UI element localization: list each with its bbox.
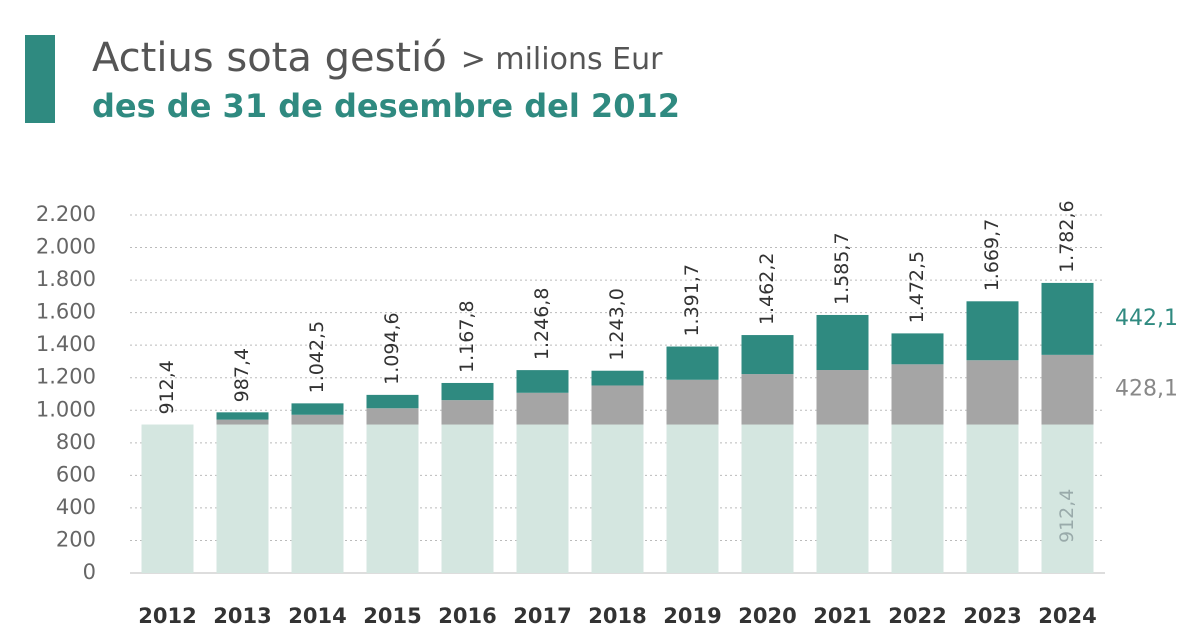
total-label: 1.094,6	[381, 312, 403, 385]
title-unit: > milions Eur	[461, 42, 663, 77]
value-label: 442,1	[1115, 306, 1178, 331]
y-tick-label: 2.000	[36, 235, 96, 259]
bar-segment	[441, 400, 494, 425]
x-tick-label: 2018	[588, 604, 646, 628]
x-tick-label: 2020	[738, 604, 796, 628]
bar-segment	[891, 364, 944, 425]
bar-segment	[816, 314, 869, 371]
x-tick-label: 2017	[513, 604, 571, 628]
bar-segment	[591, 370, 644, 386]
bar-segment	[216, 424, 269, 573]
y-tick-label: 2.200	[36, 202, 96, 226]
y-tick-label: 1.800	[36, 267, 96, 291]
x-tick-label: 2023	[963, 604, 1021, 628]
bar-segment	[291, 403, 344, 415]
x-tick-label: 2024	[1038, 604, 1096, 628]
y-tick-label: 1.200	[36, 365, 96, 389]
bar-segment	[441, 382, 494, 401]
bar-segment	[816, 370, 869, 425]
bar-segment	[666, 346, 719, 380]
y-tick-label: 600	[56, 462, 96, 486]
total-label: 987,4	[231, 348, 253, 402]
bar-segment	[591, 385, 644, 425]
bar-segment	[966, 360, 1019, 425]
x-tick-label: 2022	[888, 604, 946, 628]
y-tick-label: 200	[56, 527, 96, 551]
total-label: 1.243,0	[606, 288, 628, 361]
x-tick-label: 2013	[213, 604, 271, 628]
total-label: 1.042,5	[306, 321, 328, 394]
bar-segment	[216, 412, 269, 420]
bar-segment	[591, 424, 644, 573]
bar-segment	[216, 419, 269, 425]
y-tick-label: 1.000	[36, 397, 96, 421]
total-label: 1.167,8	[456, 300, 478, 373]
total-label: 1.391,7	[681, 264, 703, 337]
bar-segment	[141, 424, 194, 573]
bar-segment	[891, 424, 944, 573]
x-tick-label: 2014	[288, 604, 346, 628]
bar-segment	[741, 335, 794, 375]
bar-segment	[816, 424, 869, 573]
y-tick-label: 800	[56, 430, 96, 454]
bar-segment	[516, 392, 569, 425]
total-label: 1.669,7	[981, 219, 1003, 292]
bar-segment	[891, 333, 944, 365]
x-tick-label: 2012	[138, 604, 196, 628]
bar-segment	[441, 424, 494, 573]
title-main: Actius sota gestió	[92, 35, 447, 81]
total-label: 1.246,8	[531, 288, 553, 361]
bar-segment	[1041, 282, 1094, 355]
bar-segment	[516, 370, 569, 393]
y-tick-label: 0	[83, 560, 96, 584]
total-label: 912,4	[156, 360, 178, 414]
x-tick-label: 2019	[663, 604, 721, 628]
x-tick-label: 2021	[813, 604, 871, 628]
total-label: 1.462,2	[756, 253, 778, 326]
total-label: 1.472,5	[906, 251, 928, 324]
bar-segment	[966, 424, 1019, 573]
bar-segment	[366, 424, 419, 573]
subtitle: des de 31 de desembre del 2012	[92, 87, 680, 125]
bar-segment	[291, 424, 344, 573]
bar-segment	[516, 424, 569, 573]
y-tick-label: 1.400	[36, 332, 96, 356]
bar-segment	[366, 408, 419, 425]
title: Actius sota gestió > milions Eur	[92, 35, 663, 81]
bar-segment	[741, 374, 794, 425]
bar-segment	[666, 379, 719, 425]
bar-segment	[291, 414, 344, 425]
value-label: 428,1	[1115, 377, 1178, 402]
bar-segment	[741, 424, 794, 573]
x-tick-label: 2016	[438, 604, 496, 628]
bar-segment	[366, 394, 419, 409]
x-tick-label: 2015	[363, 604, 421, 628]
y-tick-label: 1.600	[36, 300, 96, 324]
bar-segment	[1041, 424, 1094, 573]
value-label: 912,4	[1056, 489, 1078, 543]
total-label: 1.585,7	[831, 232, 853, 305]
total-label: 1.782,6	[1056, 200, 1078, 273]
bar-segment	[666, 424, 719, 573]
bar-segment	[1041, 354, 1094, 425]
y-tick-label: 400	[56, 495, 96, 519]
bar-segment	[966, 301, 1019, 361]
title-marker	[25, 35, 55, 123]
